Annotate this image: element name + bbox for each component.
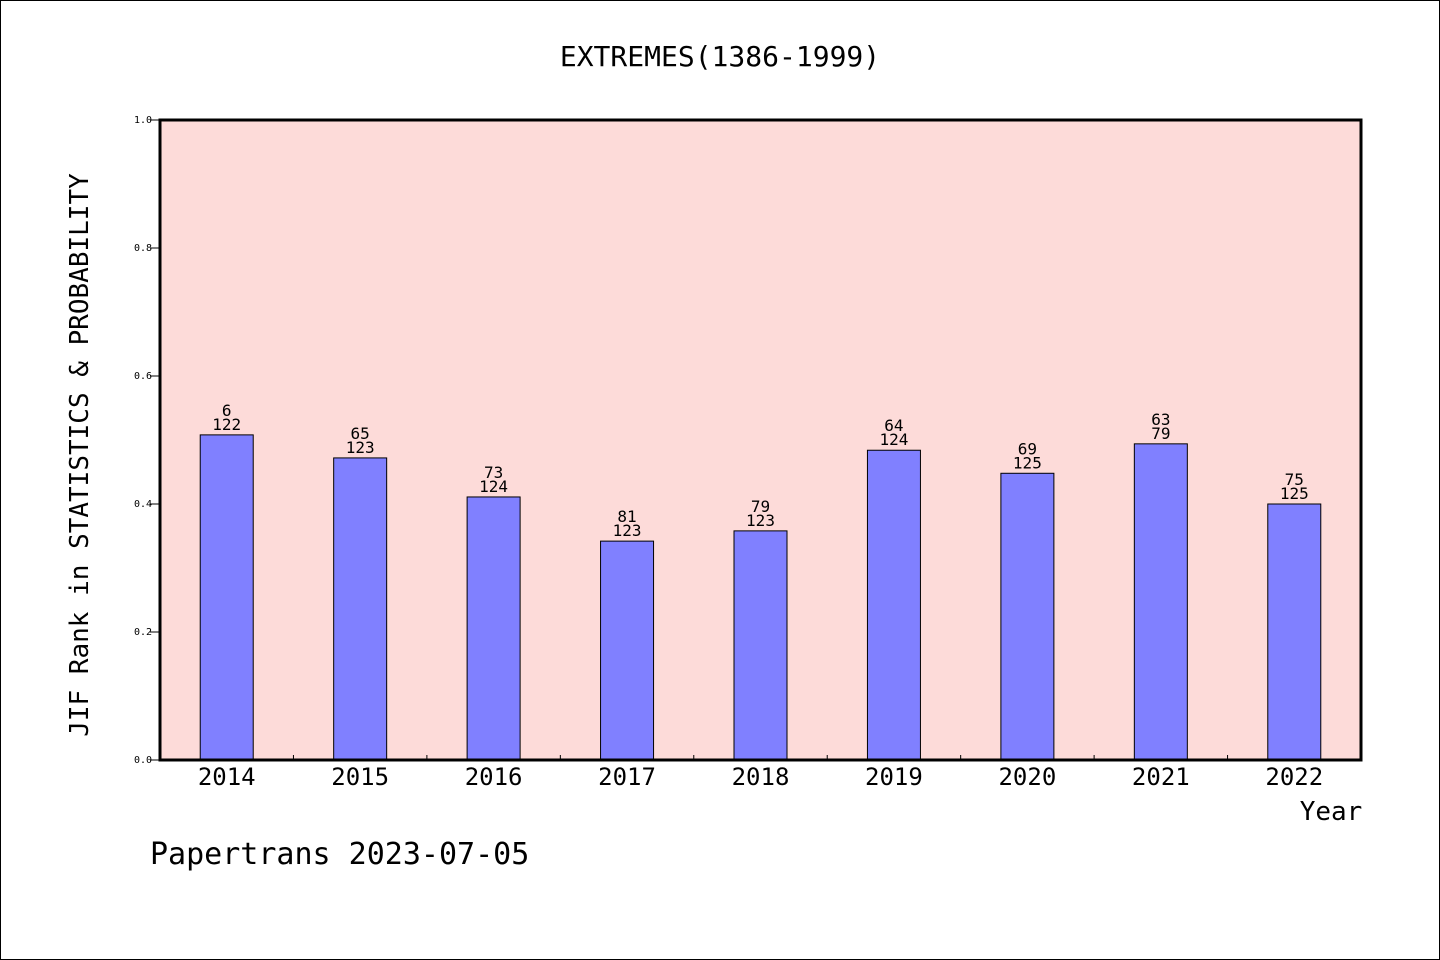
y-tick-label-1.0: 1.0	[134, 115, 152, 126]
x-axis-ticks: 2014 2015 2016 2017 2018 2019 2020 2021 2022	[198, 755, 1323, 791]
rank-label-2019: 64	[884, 416, 903, 435]
y-tick-label-0.2: 0.2	[134, 627, 152, 638]
footer-credit: Papertrans 2023-07-05	[150, 837, 529, 872]
chart-title: EXTREMES(1386-1999)	[560, 40, 880, 73]
x-axis-label: Year	[1300, 797, 1363, 827]
rank-label-2014: 6	[222, 401, 232, 420]
total-label-2022: 125	[1280, 484, 1309, 503]
x-tick-label-2018: 2018	[732, 763, 790, 791]
x-tick-label-2019: 2019	[865, 763, 923, 791]
bar-2019	[866, 449, 921, 761]
total-label-2016: 124	[479, 477, 508, 496]
plot-border	[158, 118, 1363, 762]
bar-2016	[466, 496, 521, 761]
x-tick-label-2022: 2022	[1265, 763, 1323, 791]
x-tick-label-2021: 2021	[1132, 763, 1190, 791]
y-tick-label-0.8: 0.8	[134, 243, 152, 254]
y-axis-ticks: 0.0 0.2 0.4 0.6 0.8 1.0	[134, 115, 160, 766]
y-tick-label-0.4: 0.4	[134, 499, 152, 510]
bar-2018	[733, 530, 788, 761]
y-axis-label: JIF Rank in STATISTICS & PROBABILITY	[65, 173, 95, 737]
rank-label-2015: 65	[351, 424, 370, 443]
bar-2020	[1000, 472, 1055, 761]
bar-2022	[1267, 503, 1322, 761]
bars-layer	[199, 434, 1322, 761]
bar-2014	[199, 434, 254, 761]
total-label-2019: 124	[879, 430, 908, 449]
total-label-2015: 123	[346, 438, 375, 457]
total-label-2021: 79	[1151, 424, 1170, 443]
rank-label-2021: 63	[1151, 410, 1170, 429]
total-label-2018: 123	[746, 511, 775, 530]
total-label-2014: 122	[212, 415, 241, 434]
x-tick-label-2014: 2014	[198, 763, 256, 791]
rank-label-2016: 73	[484, 463, 503, 482]
y-tick-label-0.0: 0.0	[134, 755, 152, 766]
total-label-2017: 123	[613, 521, 642, 540]
total-label-2020: 125	[1013, 453, 1042, 472]
rank-label-2018: 79	[751, 497, 770, 516]
x-tick-label-2020: 2020	[998, 763, 1056, 791]
bar-2021	[1133, 443, 1188, 761]
x-tick-label-2017: 2017	[598, 763, 656, 791]
rank-label-2017: 81	[617, 507, 636, 526]
rank-label-2020: 69	[1018, 439, 1037, 458]
x-tick-label-2015: 2015	[331, 763, 389, 791]
x-tick-label-2016: 2016	[465, 763, 523, 791]
rank-label-2022: 75	[1285, 470, 1304, 489]
y-tick-label-0.6: 0.6	[134, 371, 152, 382]
bar-2017	[600, 540, 655, 761]
bar-2015	[333, 457, 388, 761]
